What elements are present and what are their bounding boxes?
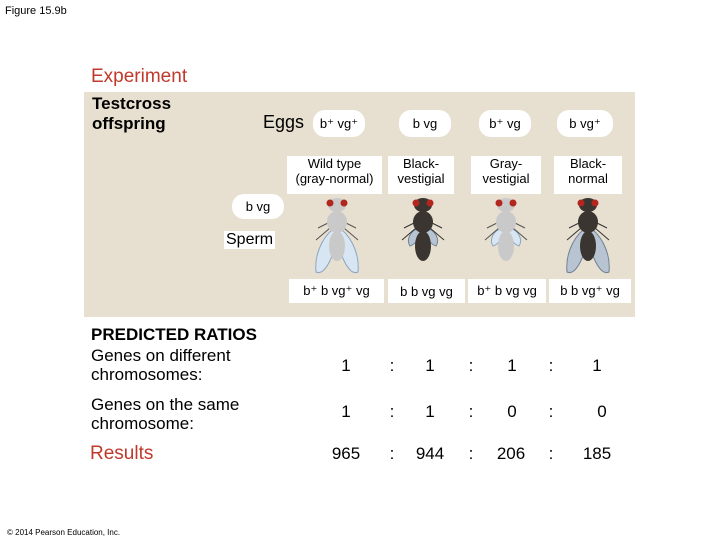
testcross-label: Testcross offspring — [92, 94, 222, 134]
ratio-separator: : — [548, 356, 554, 375]
copyright-notice: © 2014 Pearson Education, Inc. — [7, 528, 121, 537]
result-count-1: 965 — [331, 444, 361, 463]
ratio-separator: : — [468, 444, 474, 463]
ratio-diff-4: 1 — [592, 356, 602, 375]
sperm-gamete: b vg — [232, 194, 284, 219]
fly-icon-black-normal — [566, 198, 610, 274]
phenotype-3-line-1: Gray- — [489, 156, 523, 171]
predicted-ratios-title: PREDICTED RATIOS — [91, 325, 257, 344]
phenotype-label-2: Black- vestigial — [388, 156, 454, 194]
egg-gamete-4: b vg⁺ — [557, 110, 613, 137]
same-chromosome-label: Genes on the same chromosome: — [91, 395, 239, 433]
ratio-separator: : — [468, 402, 474, 421]
offspring-genotype-2: b b vg vg — [388, 279, 465, 303]
ratio-separator: : — [548, 444, 554, 463]
results-label: Results — [90, 443, 154, 464]
phenotype-3-line-2: vestigial — [482, 171, 530, 186]
phenotype-label-3: Gray- vestigial — [471, 156, 541, 194]
ratio-separator: : — [389, 356, 395, 375]
phenotype-4-line-1: Black- — [569, 156, 607, 171]
result-count-4: 185 — [582, 444, 612, 463]
phenotype-label-4: Black- normal — [554, 156, 622, 194]
result-count-2: 944 — [415, 444, 445, 463]
ratio-separator: : — [389, 444, 395, 463]
same-chromosome-line-2: chromosome: — [91, 414, 194, 433]
fly-icon-gray-vestigial — [484, 198, 528, 261]
result-count-3: 206 — [496, 444, 526, 463]
phenotype-2-line-2: vestigial — [397, 171, 445, 186]
ratio-separator: : — [389, 402, 395, 421]
different-chromosomes-line-1: Genes on different — [91, 346, 231, 365]
phenotype-label-1: Wild type (gray-normal) — [287, 156, 382, 194]
ratio-separator: : — [548, 402, 554, 421]
ratio-same-4: 0 — [597, 402, 607, 421]
testcross-line-2: offspring — [92, 114, 166, 133]
fly-icon-black-vestigial — [401, 198, 445, 261]
same-chromosome-line-1: Genes on the same — [91, 395, 240, 414]
phenotype-1-line-2: (gray-normal) — [295, 171, 374, 186]
ratio-same-3: 0 — [507, 402, 517, 421]
ratio-same-2: 1 — [425, 402, 435, 421]
ratio-separator: : — [468, 356, 474, 375]
ratio-diff-2: 1 — [425, 356, 435, 375]
offspring-genotype-4: b b vg⁺ vg — [549, 279, 631, 303]
phenotype-4-line-2: normal — [568, 171, 608, 186]
phenotype-1-line-1: Wild type — [307, 156, 362, 171]
ratio-same-1: 1 — [341, 402, 351, 421]
different-chromosomes-line-2: chromosomes: — [91, 365, 203, 384]
egg-gamete-2: b vg — [399, 110, 451, 137]
sperm-label: Sperm — [224, 231, 276, 249]
fly-icon-gray-normal — [315, 198, 359, 274]
phenotype-2-line-1: Black- — [402, 156, 440, 171]
eggs-label: Eggs — [263, 112, 305, 132]
different-chromosomes-label: Genes on different chromosomes: — [91, 346, 231, 384]
experiment-title: Experiment — [91, 66, 188, 87]
testcross-line-1: Testcross — [92, 94, 172, 113]
offspring-genotype-3: b⁺ b vg vg — [468, 279, 546, 303]
egg-gamete-1: b⁺ vg⁺ — [313, 110, 365, 137]
ratio-diff-1: 1 — [341, 356, 351, 375]
egg-gamete-3: b⁺ vg — [479, 110, 531, 137]
figure-label: Figure 15.9b — [5, 5, 67, 17]
ratio-diff-3: 1 — [507, 356, 517, 375]
offspring-genotype-1: b⁺ b vg⁺ vg — [289, 279, 384, 303]
